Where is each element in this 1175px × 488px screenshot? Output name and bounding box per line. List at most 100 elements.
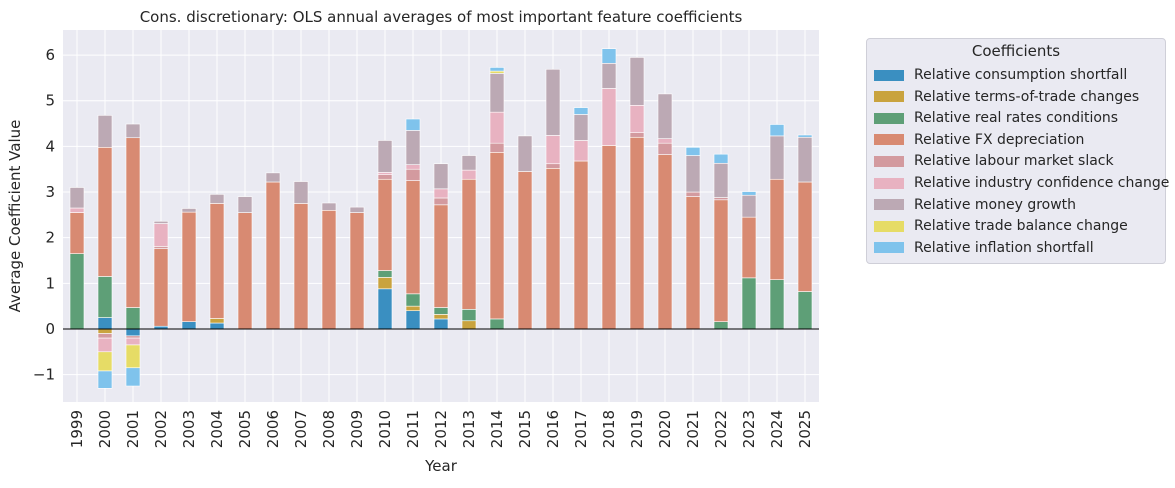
bar-segment	[321, 202, 337, 211]
y-tick-label: 6	[45, 46, 55, 64]
x-tick-label: 2003	[180, 410, 198, 448]
bar-segment	[377, 288, 393, 330]
bar-segment	[125, 335, 141, 339]
x-tick-label: 2024	[768, 410, 786, 448]
x-tick-label: 2017	[572, 410, 590, 448]
bar-segment	[97, 317, 113, 330]
legend-label: Relative real rates conditions	[914, 110, 1119, 127]
bar-segment	[125, 137, 141, 308]
bar-segment	[601, 63, 617, 89]
legend-item: Relative labour market slack	[874, 151, 1114, 171]
bar-segment	[629, 105, 645, 133]
legend-label: Relative trade balance change	[914, 218, 1128, 235]
bar-segment	[405, 293, 421, 307]
bar-segment	[797, 291, 813, 330]
bar-segment	[293, 203, 309, 330]
x-tick-label: 2025	[796, 410, 814, 448]
bar-segment	[377, 140, 393, 173]
bar-segment	[377, 178, 393, 271]
y-tick-label: 4	[45, 137, 55, 155]
legend-item: Relative inflation shortfall	[874, 238, 1094, 258]
legend-item: Relative FX depreciation	[874, 130, 1084, 150]
bar-segment	[517, 135, 533, 172]
bar-segment	[489, 67, 505, 72]
bar-segment	[97, 337, 113, 353]
legend-swatch	[874, 220, 904, 232]
bar-segment	[433, 188, 449, 199]
bar-segment	[797, 136, 813, 183]
bar-segment	[237, 212, 253, 330]
bar-segment	[797, 134, 813, 138]
bar-segment	[209, 203, 225, 319]
legend-item: Relative money growth	[874, 195, 1076, 215]
bar-segment	[349, 206, 365, 213]
bar-segment	[601, 48, 617, 64]
legend-item: Relative consumption shortfall	[874, 65, 1127, 85]
legend-swatch	[874, 91, 904, 103]
bar-segment	[433, 314, 449, 320]
bar-segment	[713, 162, 729, 198]
bar-segment	[209, 194, 225, 204]
bar-segment	[629, 132, 645, 138]
bar-segment	[685, 196, 701, 330]
bar-segment	[433, 318, 449, 330]
x-tick-label: 2001	[124, 410, 142, 448]
bar-segment	[69, 212, 85, 254]
x-tick-label: 2010	[376, 410, 394, 448]
bar-segment	[713, 197, 729, 201]
bar-segment	[377, 270, 393, 278]
bar-segment	[489, 318, 505, 330]
legend-label: Relative consumption shortfall	[914, 67, 1128, 83]
bar-segment	[769, 178, 785, 280]
bar-segment	[489, 70, 505, 74]
x-tick-label: 2002	[152, 410, 170, 448]
bar-segment	[685, 191, 701, 197]
bar-segment	[433, 163, 449, 190]
bar-segment	[573, 114, 589, 141]
legend-title: Coefficients	[971, 42, 1061, 60]
bar-segment	[741, 191, 757, 196]
bars	[69, 48, 813, 389]
bar-segment	[741, 194, 757, 218]
bar-segment	[293, 181, 309, 204]
bar-segment	[461, 155, 477, 171]
bar-segment	[797, 181, 813, 292]
bar-segment	[629, 57, 645, 106]
bar-segment	[573, 140, 589, 162]
x-tick-label: 2016	[544, 410, 562, 448]
bar-segment	[321, 209, 337, 330]
bar-segment	[153, 223, 169, 247]
bar-segment	[769, 124, 785, 137]
gridlines	[63, 30, 819, 402]
bar-segment	[433, 307, 449, 315]
bar-segment	[97, 370, 113, 389]
bar-segment	[125, 344, 141, 369]
bar-segment	[769, 135, 785, 180]
bar-segment	[405, 118, 421, 131]
legend-item: Relative terms-of-trade changes	[874, 87, 1139, 107]
x-tick-label: 2006	[264, 410, 282, 448]
bar-segment	[69, 253, 85, 330]
y-tick-label: 0	[45, 320, 55, 338]
bar-segment	[209, 318, 225, 324]
bar-segment	[685, 155, 701, 193]
legend-label: Relative industry confidence change	[914, 175, 1170, 191]
bar-segment	[405, 164, 421, 170]
bar-segment	[517, 171, 533, 330]
bar-segment	[461, 320, 477, 330]
x-tick-label: 2011	[404, 410, 422, 448]
bar-segment	[461, 178, 477, 310]
legend-swatch	[874, 134, 904, 146]
x-tick-label: 2012	[432, 410, 450, 448]
x-tick-label: 2022	[712, 410, 730, 448]
bar-segment	[69, 187, 85, 209]
bar-segment	[489, 152, 505, 320]
bar-segment	[489, 111, 505, 144]
bar-segment	[97, 115, 113, 148]
bar-segment	[545, 135, 561, 165]
bar-segment	[237, 196, 253, 213]
bar-segment	[97, 333, 113, 339]
legend-item: Relative industry confidence change	[874, 173, 1169, 193]
bar-segment	[601, 145, 617, 330]
